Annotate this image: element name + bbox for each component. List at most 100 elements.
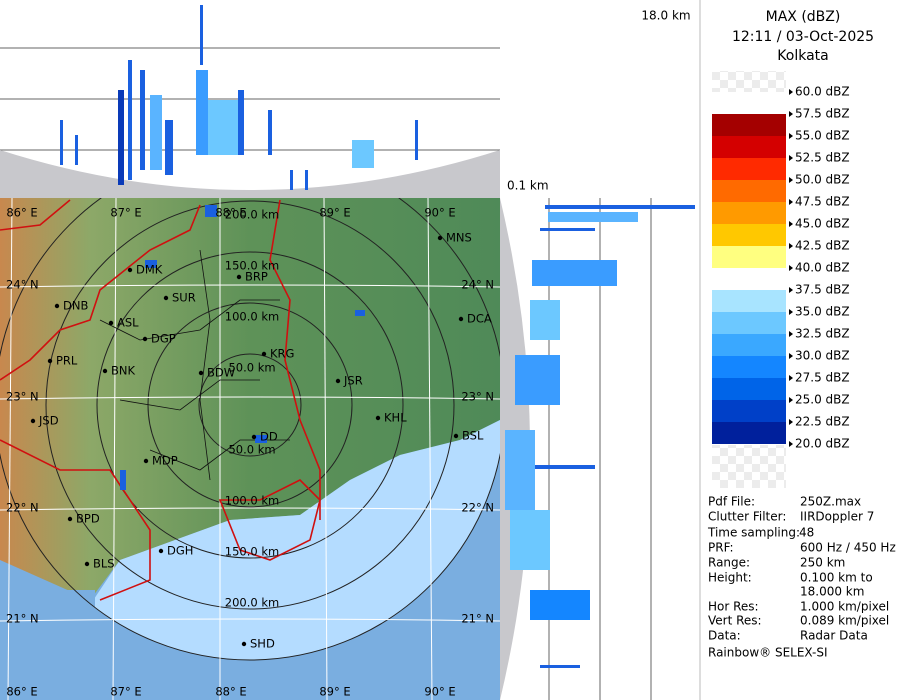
info-value: 250 km [800, 556, 845, 570]
city-dot [261, 351, 267, 357]
info-value: Radar Data [800, 629, 868, 643]
station: Kolkata [777, 48, 828, 64]
city-dot [143, 458, 149, 464]
legend-swatch [712, 334, 786, 356]
legend-tick [789, 243, 793, 249]
city-dot [108, 320, 114, 326]
city-dot [198, 370, 204, 376]
lon-label: 88° E [215, 206, 246, 220]
legend-swatch [712, 180, 786, 202]
legend-swatch [712, 378, 786, 400]
info-label: Hor Res: [708, 600, 759, 614]
range-label: 50.0 km [228, 361, 275, 375]
legend-label: 60.0 dBZ [795, 85, 850, 99]
legend-label: 30.0 dBZ [795, 349, 850, 363]
legend-tick [789, 155, 793, 161]
info-value: 0.089 km/pixel [800, 614, 889, 628]
city-label: BNK [111, 364, 135, 378]
city-dot [335, 378, 341, 384]
city-label: BPD [76, 512, 100, 526]
legend-label: 27.5 dBZ [795, 371, 850, 385]
info-rows: Pdf File: 250Z.max Clutter Filter: IIRDoppl… [707, 495, 896, 660]
city-dot [158, 548, 164, 554]
legend-label: 35.0 dBZ [795, 305, 850, 319]
lat-label: 23° N [461, 390, 494, 404]
city-dot [251, 434, 257, 440]
legend-label: 50.0 dBZ [795, 173, 850, 187]
legend-tick [789, 177, 793, 183]
legend-swatch [712, 246, 786, 268]
legend-swatch [712, 312, 786, 334]
legend-tick [789, 133, 793, 139]
city-dot [30, 418, 36, 424]
legend-label: 42.5 dBZ [795, 239, 850, 253]
legend-label: 37.5 dBZ [795, 283, 850, 297]
legend-tick [789, 331, 793, 337]
legend-tick [789, 309, 793, 315]
legend-swatch [712, 422, 786, 444]
city-label: JSD [38, 414, 59, 428]
info-footer: Rainbow® SELEX-SI [708, 646, 828, 660]
info-label: Vert Res: [708, 614, 762, 628]
city-dot [54, 303, 60, 309]
lon-label: 89° E [319, 685, 350, 699]
info-value: 600 Hz / 450 Hz [800, 541, 896, 555]
legend-label: 45.0 dBZ [795, 217, 850, 231]
lon-label: 86° E [6, 685, 37, 699]
lat-label: 22° N [6, 501, 39, 515]
city-label: DD [260, 430, 278, 444]
city-label: SUR [172, 291, 196, 305]
lon-label: 90° E [424, 685, 455, 699]
legend-swatch [712, 356, 786, 378]
range-label: 200.0 km [225, 208, 279, 222]
bottom-height-label: 0.1 km [507, 179, 549, 193]
city-dot [67, 516, 73, 522]
city-dot [127, 267, 133, 273]
info-value: 48 [799, 526, 814, 540]
info-label: Height: [708, 571, 752, 585]
legend-tick [789, 221, 793, 227]
legend-tick [789, 441, 793, 447]
legend-label: 22.5 dBZ [795, 415, 850, 429]
top-profile [0, 0, 500, 198]
legend-swatch [712, 224, 786, 246]
datetime: 12:11 / 03-Oct-2025 [732, 29, 874, 45]
legend-swatch [712, 290, 786, 312]
lat-label: 24° N [461, 278, 494, 292]
map-labels: 86° E 86° E 87° E 87° E 88° E 88° E 89° E 89° E… [6, 206, 494, 699]
lat-label: 22° N [461, 501, 494, 515]
lon-label: 87° E [110, 685, 141, 699]
city-dot [437, 235, 443, 241]
city-label: KHL [384, 411, 407, 425]
legend-label: 52.5 dBZ [795, 151, 850, 165]
legend-tick [789, 111, 793, 117]
legend-tick [789, 397, 793, 403]
legend-label: 25.0 dBZ [795, 393, 850, 407]
legend-swatch [712, 114, 786, 136]
city-dot [241, 641, 247, 647]
lat-label: 21° N [6, 612, 39, 626]
legend-tick [789, 419, 793, 425]
legend: 60.0 dBZ 57.5 dBZ 55.0 dBZ 52.5 dBZ 50.0 dBZ… [712, 85, 850, 451]
legend-swatch [712, 92, 786, 114]
lon-label: 90° E [424, 206, 455, 220]
info-label: Range: [708, 556, 750, 570]
city-label: DGP [151, 332, 176, 346]
range-label: 150.0 km [225, 545, 279, 559]
city-label: MNS [446, 231, 472, 245]
map [0, 198, 500, 700]
city-label: JSR [343, 374, 363, 388]
range-label: 100.0 km [225, 494, 279, 508]
info-value: 0.100 km to [800, 571, 873, 585]
legend-label: 55.0 dBZ [795, 129, 850, 143]
legend-tick [789, 287, 793, 293]
legend-label: 40.0 dBZ [795, 261, 850, 275]
range-label: 200.0 km [225, 596, 279, 610]
info-value: 250Z.max [800, 495, 861, 509]
legend-swatch [712, 268, 786, 290]
info-label: PRF: [708, 541, 734, 555]
city-dot [236, 274, 242, 280]
info-value: 18.000 km [800, 585, 864, 599]
